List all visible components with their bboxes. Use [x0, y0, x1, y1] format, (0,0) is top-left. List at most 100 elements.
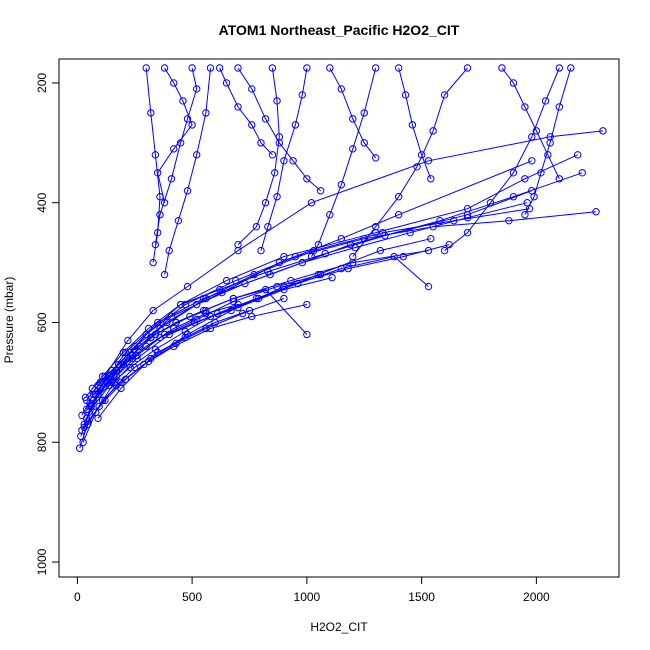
- data-point: [95, 402, 103, 411]
- data-point: [101, 396, 109, 405]
- data-point: [298, 91, 306, 99]
- data-point: [573, 151, 582, 159]
- series-line: [154, 67, 198, 245]
- data-point: [147, 333, 155, 342]
- series-line: [86, 202, 528, 410]
- series-profile: [394, 64, 435, 183]
- data-point: [142, 342, 150, 351]
- series-line: [86, 310, 207, 401]
- data-point: [291, 121, 300, 129]
- data-point: [509, 169, 518, 177]
- data-point: [126, 363, 134, 372]
- data-point: [521, 103, 529, 111]
- data-point: [505, 216, 513, 225]
- data-point: [80, 423, 88, 431]
- data-point: [215, 285, 224, 294]
- series-profile: [257, 64, 311, 255]
- data-point: [222, 79, 231, 87]
- data-point: [133, 351, 141, 360]
- series-profile: [92, 270, 325, 399]
- series-profile: [86, 252, 433, 408]
- data-point: [245, 306, 254, 315]
- data-point: [108, 366, 116, 375]
- data-point: [307, 199, 316, 207]
- data-point: [273, 193, 281, 201]
- data-point: [188, 121, 196, 129]
- data-point: [417, 151, 426, 159]
- series-line: [311, 67, 377, 257]
- data-point: [202, 309, 210, 318]
- data-point: [160, 330, 169, 339]
- data-point: [151, 151, 160, 159]
- data-point: [275, 139, 284, 147]
- data-point: [394, 210, 403, 219]
- series-profile: [79, 234, 435, 446]
- data-point: [280, 285, 288, 294]
- data-point: [372, 154, 380, 162]
- y-tick-label: 400: [35, 192, 49, 212]
- data-point: [372, 64, 380, 72]
- series-line: [95, 274, 321, 395]
- data-point: [427, 234, 435, 243]
- data-point: [337, 85, 345, 93]
- data-point: [188, 64, 196, 72]
- data-point: [429, 127, 437, 135]
- data-point: [202, 306, 210, 315]
- series-profile: [81, 187, 536, 402]
- data-point: [167, 175, 176, 183]
- series-line: [329, 67, 377, 159]
- data-point: [193, 85, 201, 93]
- data-point: [179, 97, 187, 105]
- data-point: [293, 279, 302, 288]
- data-point: [174, 216, 183, 225]
- series-profile: [326, 64, 380, 162]
- data-point: [273, 282, 281, 291]
- data-point: [248, 85, 256, 93]
- data-point: [337, 234, 345, 243]
- data-point: [321, 249, 329, 258]
- data-point: [83, 417, 92, 426]
- series-profile: [160, 64, 215, 279]
- series-line: [88, 160, 532, 413]
- series-profile: [349, 64, 472, 261]
- data-point: [206, 64, 215, 72]
- series-line: [157, 67, 193, 203]
- data-point: [326, 64, 334, 72]
- series-profile: [234, 64, 325, 195]
- data-point: [498, 64, 506, 72]
- data-point: [316, 270, 325, 279]
- data-point: [257, 246, 265, 255]
- data-point: [170, 79, 178, 87]
- data-point: [181, 300, 189, 309]
- data-point: [275, 258, 284, 267]
- data-point: [337, 264, 345, 273]
- data-point: [149, 258, 157, 267]
- series-line: [83, 310, 250, 428]
- data-point: [463, 210, 472, 219]
- data-point: [521, 175, 529, 183]
- data-point: [530, 193, 538, 201]
- series-layer: [75, 64, 607, 452]
- data-point: [408, 121, 417, 129]
- data-point: [303, 64, 311, 72]
- data-point: [124, 336, 132, 345]
- series-profile: [80, 306, 254, 431]
- chart-title: ATOM1 Northeast_Pacific H2O2_CIT: [219, 22, 460, 38]
- y-tick-label: 1000: [35, 548, 49, 575]
- series-profile: [307, 64, 380, 261]
- data-point: [372, 222, 380, 231]
- data-point: [528, 157, 536, 165]
- data-point: [229, 294, 238, 303]
- data-point: [250, 270, 258, 279]
- data-point: [280, 157, 288, 165]
- data-point: [287, 276, 295, 285]
- data-point: [509, 79, 518, 87]
- data-point: [289, 157, 297, 165]
- data-point: [193, 300, 201, 309]
- series-line: [99, 304, 239, 383]
- data-point: [153, 228, 162, 237]
- data-point: [112, 381, 121, 390]
- data-point: [528, 133, 536, 141]
- series-line: [90, 154, 578, 407]
